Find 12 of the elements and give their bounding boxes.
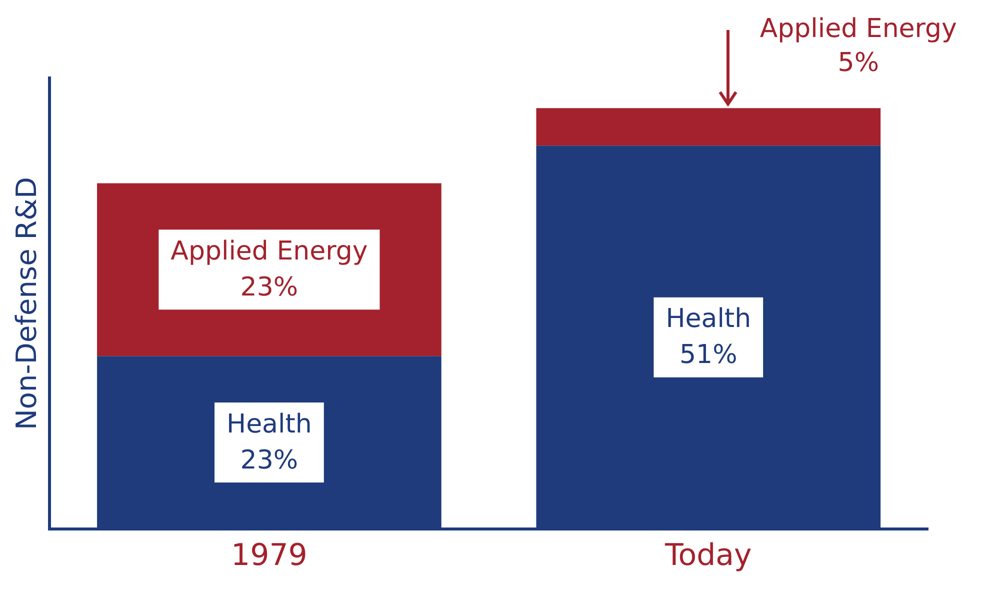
x-tick-label: Today [664,538,752,573]
series-label: Health [226,409,312,440]
data-label: 23% [240,272,298,302]
y-axis-title: Non-Defense R&D [10,176,44,430]
x-tick-label: 1979 [231,538,308,573]
text: Health [666,304,752,334]
data-label: 23% [240,445,298,476]
bar [536,108,881,146]
data-label: 51% [680,340,738,370]
data-label: 5% [838,48,880,78]
text: Applied Energy [760,14,957,44]
series-label: Applied Energy [170,236,368,266]
